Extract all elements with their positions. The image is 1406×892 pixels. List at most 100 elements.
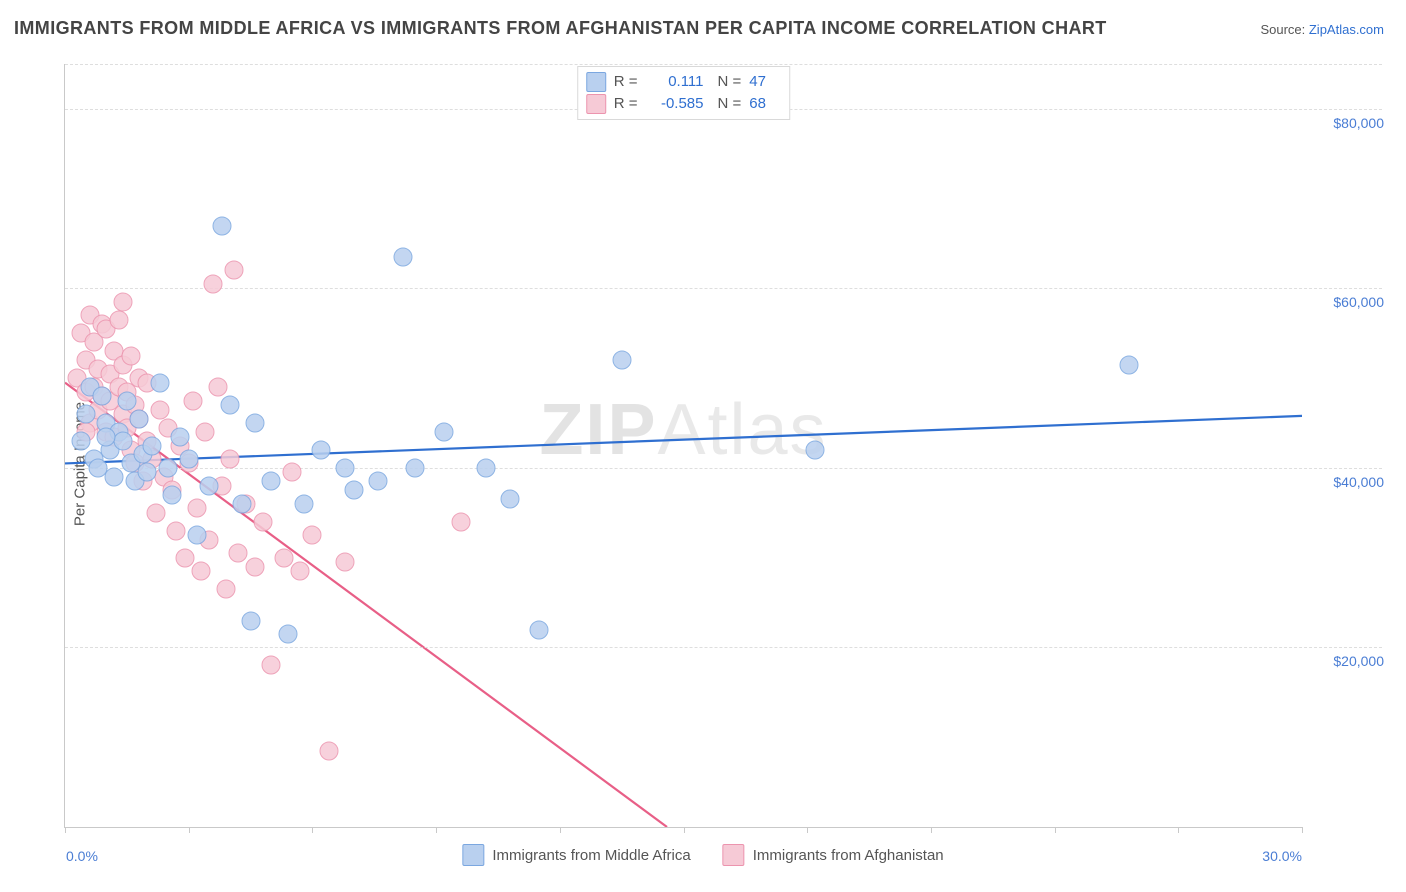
data-point	[187, 499, 206, 518]
data-point	[344, 481, 363, 500]
data-point	[225, 261, 244, 280]
series-a-name: Immigrants from Middle Africa	[492, 847, 690, 864]
x-tick	[1055, 827, 1056, 833]
data-point	[97, 427, 116, 446]
legend-row-series-a: R = 0.111 N = 47	[586, 71, 778, 93]
data-point	[200, 476, 219, 495]
data-point	[159, 458, 178, 477]
data-point	[146, 503, 165, 522]
data-point	[406, 458, 425, 477]
data-point	[274, 548, 293, 567]
x-axis-max-label: 30.0%	[1262, 848, 1302, 864]
x-axis-min-label: 0.0%	[66, 848, 98, 864]
n-label: N =	[718, 71, 742, 93]
x-tick	[436, 827, 437, 833]
data-point	[171, 427, 190, 446]
chart-title: IMMIGRANTS FROM MIDDLE AFRICA VS IMMIGRA…	[14, 18, 1107, 39]
data-point	[130, 409, 149, 428]
data-point	[336, 458, 355, 477]
data-point	[187, 526, 206, 545]
data-point	[113, 292, 132, 311]
data-point	[179, 449, 198, 468]
y-tick-label: $80,000	[1333, 115, 1384, 131]
data-point	[501, 490, 520, 509]
data-point	[245, 557, 264, 576]
data-point	[311, 441, 330, 460]
x-tick	[807, 827, 808, 833]
x-tick	[560, 827, 561, 833]
data-point	[451, 512, 470, 531]
series-b-swatch	[723, 844, 745, 866]
data-point	[303, 526, 322, 545]
r-label: R =	[614, 93, 638, 115]
data-point	[435, 423, 454, 442]
x-tick	[1302, 827, 1303, 833]
data-point	[204, 274, 223, 293]
chart-container: Per Capita Income ZIPAtlas R = 0.111 N =…	[14, 50, 1392, 878]
data-point	[105, 467, 124, 486]
data-point	[241, 611, 260, 630]
watermark: ZIPAtlas	[539, 389, 827, 471]
y-tick-label: $40,000	[1333, 474, 1384, 490]
source-citation: Source: ZipAtlas.com	[1260, 22, 1384, 37]
gridline	[65, 288, 1382, 289]
data-point	[336, 553, 355, 572]
data-point	[138, 463, 157, 482]
x-tick	[312, 827, 313, 833]
data-point	[212, 216, 231, 235]
r-value: -0.585	[646, 93, 704, 115]
legend-item-series-b: Immigrants from Afghanistan	[723, 844, 944, 866]
x-tick	[1178, 827, 1179, 833]
data-point	[220, 396, 239, 415]
y-tick-label: $20,000	[1333, 653, 1384, 669]
data-point	[262, 472, 281, 491]
data-point	[183, 391, 202, 410]
data-point	[150, 373, 169, 392]
data-point	[113, 432, 132, 451]
data-point	[369, 472, 388, 491]
r-label: R =	[614, 71, 638, 93]
data-point	[262, 656, 281, 675]
gridline	[65, 468, 1382, 469]
gridline	[65, 647, 1382, 648]
data-point	[1119, 355, 1138, 374]
regression-lines	[65, 64, 1302, 827]
series-a-swatch	[462, 844, 484, 866]
data-point	[278, 625, 297, 644]
data-point	[220, 449, 239, 468]
data-point	[196, 423, 215, 442]
data-point	[72, 432, 91, 451]
n-label: N =	[718, 93, 742, 115]
x-tick	[931, 827, 932, 833]
legend-item-series-a: Immigrants from Middle Africa	[462, 844, 690, 866]
data-point	[208, 378, 227, 397]
data-point	[229, 544, 248, 563]
y-tick-label: $60,000	[1333, 294, 1384, 310]
r-value: 0.111	[646, 71, 704, 93]
data-point	[142, 436, 161, 455]
data-point	[76, 405, 95, 424]
n-value: 47	[749, 71, 777, 93]
data-point	[117, 391, 136, 410]
series-b-swatch	[586, 94, 606, 114]
data-point	[612, 351, 631, 370]
data-point	[282, 463, 301, 482]
x-tick	[65, 827, 66, 833]
data-point	[150, 400, 169, 419]
data-point	[93, 387, 112, 406]
correlation-legend: R = 0.111 N = 47 R = -0.585 N = 68	[577, 66, 791, 120]
data-point	[291, 562, 310, 581]
data-point	[192, 562, 211, 581]
plot-area: ZIPAtlas R = 0.111 N = 47 R = -0.585 N =…	[64, 64, 1302, 828]
x-tick	[684, 827, 685, 833]
series-legend: Immigrants from Middle Africa Immigrants…	[462, 844, 943, 866]
series-a-swatch	[586, 72, 606, 92]
data-point	[121, 346, 140, 365]
data-point	[806, 441, 825, 460]
data-point	[109, 310, 128, 329]
data-point	[233, 494, 252, 513]
data-point	[295, 494, 314, 513]
x-tick	[189, 827, 190, 833]
data-point	[163, 485, 182, 504]
source-link[interactable]: ZipAtlas.com	[1309, 22, 1384, 37]
